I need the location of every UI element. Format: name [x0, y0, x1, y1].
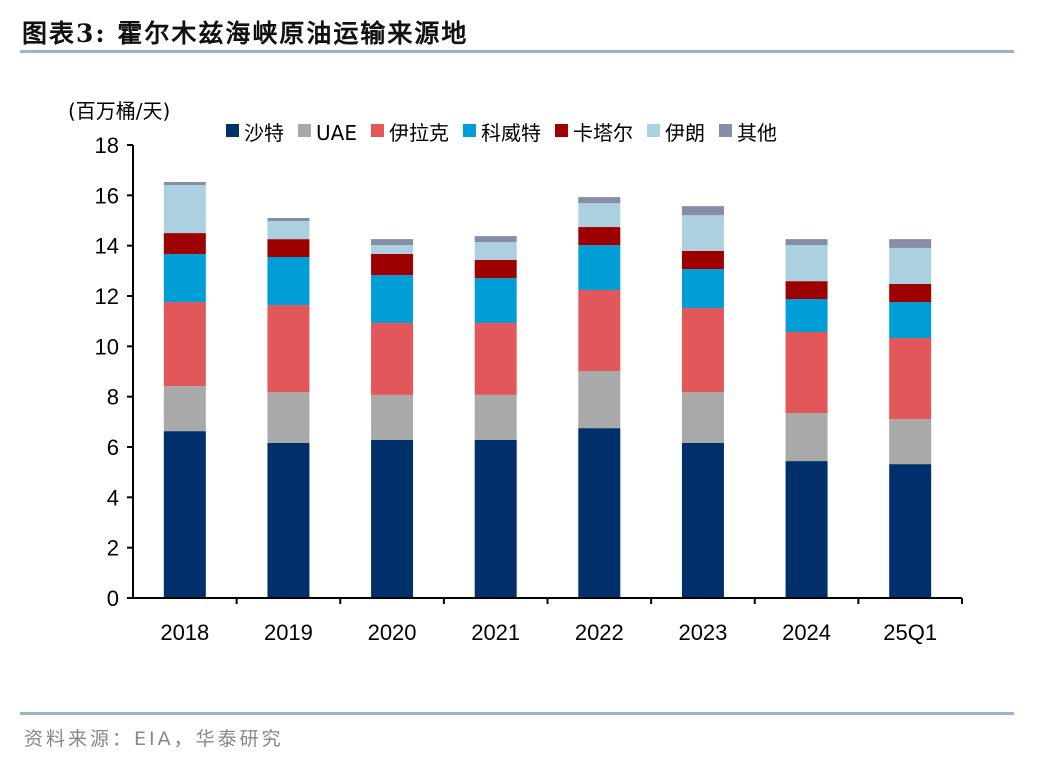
y-tick-label: 8 — [107, 385, 119, 410]
y-tick-label: 14 — [95, 234, 119, 259]
bar-segment-2023-0 — [681, 442, 724, 598]
bar-segment-2024-4 — [785, 281, 828, 300]
y-tick-label: 6 — [107, 435, 119, 460]
bar-segment-2021-2 — [474, 322, 517, 395]
bar-segment-2019-3 — [267, 256, 310, 306]
legend-swatch — [718, 124, 732, 137]
bar-segment-2018-4 — [163, 233, 206, 254]
y-tick-label: 10 — [95, 334, 119, 359]
x-tick-label: 2022 — [575, 620, 624, 645]
x-tick-label: 25Q1 — [883, 620, 937, 645]
bar-segment-2019-1 — [267, 392, 310, 443]
legend-label: 伊拉克 — [389, 121, 449, 145]
legend-swatch — [298, 124, 311, 137]
bar-segment-2022-5 — [578, 203, 621, 228]
bar-segment-2018-2 — [163, 302, 206, 387]
bar-segment-2021-6 — [474, 236, 517, 243]
bar-segment-2020-6 — [371, 239, 414, 246]
bar-segment-2020-2 — [371, 322, 414, 395]
bar-segment-2024-3 — [785, 299, 828, 332]
figure-title: 图表3: 霍尔木兹海峡原油运输来源地 — [22, 19, 469, 48]
bar-segment-2023-6 — [681, 206, 724, 216]
x-tick-label: 2021 — [471, 620, 520, 645]
bar-segment-2022-4 — [578, 227, 621, 246]
bar-segment-2018-3 — [163, 253, 206, 303]
bar-segment-2021-1 — [474, 394, 517, 440]
bar-segment-2020-0 — [371, 439, 414, 598]
bar-segment-2019-0 — [267, 442, 310, 598]
bar-segment-2019-5 — [267, 221, 310, 240]
bar-segment-2019-4 — [267, 239, 310, 257]
bar-segment-2022-0 — [578, 428, 621, 598]
x-tick-label: 2024 — [782, 620, 831, 645]
bar-segment-25Q1-2 — [889, 338, 932, 420]
bar-segment-2021-5 — [474, 242, 517, 261]
bar-segment-25Q1-3 — [889, 302, 932, 339]
source-note: 资料来源：EIA，华泰研究 — [24, 728, 284, 750]
bar-segment-25Q1-6 — [889, 239, 932, 248]
legend-swatch — [462, 124, 476, 137]
bar-segment-25Q1-4 — [889, 283, 932, 303]
x-tick-label: 2023 — [678, 620, 727, 645]
legend-label: UAE — [316, 121, 357, 145]
bar-segment-2018-0 — [163, 431, 206, 598]
bar-segment-2021-0 — [474, 439, 517, 598]
legend-swatch — [226, 124, 239, 137]
legend-label: 卡塔尔 — [573, 121, 633, 145]
bar-segment-2023-4 — [681, 250, 724, 270]
footer-divider — [20, 712, 1014, 715]
bar-segment-2024-5 — [785, 245, 828, 282]
bar-segment-25Q1-5 — [889, 247, 932, 284]
y-tick-label: 12 — [95, 284, 119, 309]
y-tick-label: 18 — [95, 133, 119, 158]
bar-segment-2020-1 — [371, 394, 414, 440]
y-tick-label: 4 — [107, 485, 119, 510]
bar-segment-2023-1 — [681, 392, 724, 443]
bar-segment-2018-6 — [163, 181, 206, 186]
bar-segment-2022-3 — [578, 245, 621, 290]
bar-segment-25Q1-0 — [889, 464, 932, 598]
bar-segment-2024-1 — [785, 413, 828, 462]
bar-segment-2018-5 — [163, 185, 206, 234]
legend-swatch — [370, 124, 384, 137]
legend-label: 沙特 — [244, 121, 284, 145]
bar-segment-2020-5 — [371, 245, 414, 254]
bar-segment-2020-4 — [371, 253, 414, 276]
bar-segment-2023-5 — [681, 215, 724, 251]
legend-label: 伊朗 — [665, 121, 705, 145]
legend-label: 科威特 — [481, 121, 541, 145]
bar-segment-2023-3 — [681, 269, 724, 309]
bar-segment-2019-6 — [267, 217, 310, 222]
x-tick-label: 2019 — [264, 620, 313, 645]
bar-segment-2024-2 — [785, 331, 828, 414]
bar-segment-25Q1-1 — [889, 419, 932, 465]
bar-segment-2019-2 — [267, 305, 310, 393]
title-divider — [20, 50, 1014, 53]
bar-segment-2022-1 — [578, 370, 621, 429]
legend-swatch — [646, 124, 660, 137]
bar-segment-2021-4 — [474, 260, 517, 279]
bar-segment-2022-2 — [578, 289, 621, 371]
bar-segment-2018-1 — [163, 386, 206, 432]
bar-segment-2020-3 — [371, 275, 414, 323]
bar-segment-2024-0 — [785, 461, 828, 598]
bar-segment-2024-6 — [785, 239, 828, 246]
bar-segment-2023-2 — [681, 308, 724, 393]
legend-swatch — [554, 124, 568, 137]
x-tick-label: 2018 — [160, 620, 209, 645]
y-tick-label: 2 — [107, 536, 119, 561]
x-tick-label: 2020 — [368, 620, 417, 645]
legend-label: 其他 — [737, 121, 777, 145]
bar-segment-2022-6 — [578, 197, 621, 204]
bar-segment-2021-3 — [474, 278, 517, 323]
y-tick-label: 0 — [107, 586, 119, 611]
y-tick-label: 16 — [95, 183, 119, 208]
unit-label: (百万桶/天) — [68, 99, 170, 123]
